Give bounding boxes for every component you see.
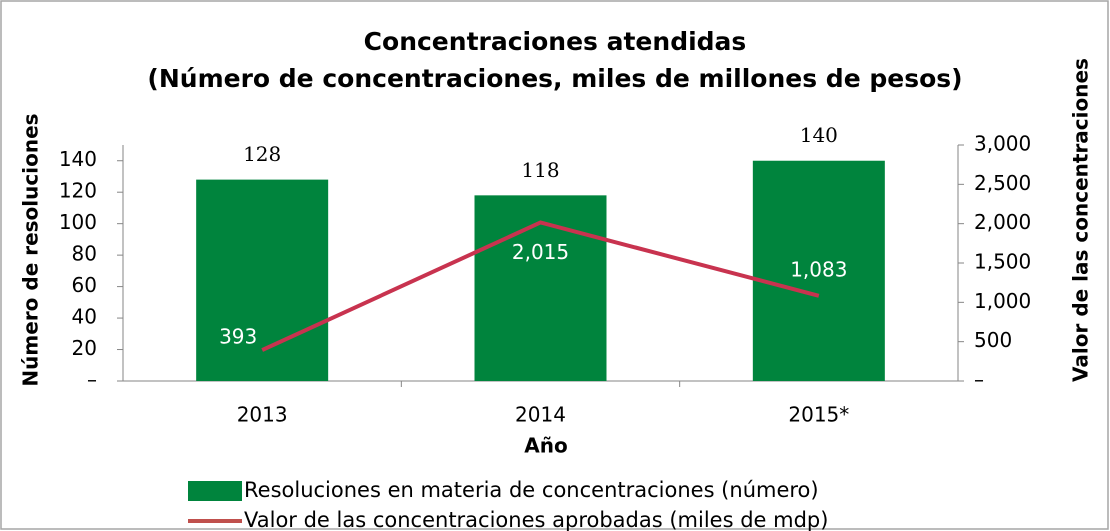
x-tick-label: 2013 — [237, 403, 288, 427]
y2-tick-label: 1,500 — [974, 250, 1031, 274]
y2-tick-label: 500 — [974, 328, 1012, 352]
y-tick-label: 40 — [72, 305, 97, 329]
y-tick-label: 20 — [72, 336, 97, 360]
y2-tick-label: 2,000 — [974, 210, 1031, 234]
y2-axis-title: Valor de las concentraciones — [1069, 58, 1093, 382]
line — [261, 220, 820, 352]
bar-value-label: 128 — [243, 142, 281, 166]
legend-label: Resoluciones en materia de concentracion… — [244, 478, 819, 502]
y-tick-label: 120 — [59, 179, 97, 203]
y-axis-title: Número de resoluciones — [19, 113, 43, 386]
bar — [752, 160, 885, 381]
x-axis-title: Año — [524, 434, 567, 458]
y2-tick-label: 3,000 — [974, 132, 1031, 156]
y-tick-label: 100 — [59, 210, 97, 234]
line-value-label: 1,083 — [790, 257, 847, 281]
y-tick-label: 80 — [72, 242, 97, 266]
y-tick-label: – — [87, 368, 97, 392]
x-tick-label: 2015* — [788, 403, 849, 427]
chart-subtitle: (Número de concentraciones, miles de mil… — [147, 64, 962, 93]
bar-value-label: 118 — [521, 158, 559, 182]
y2-tick-label: 2,500 — [974, 171, 1031, 195]
x-tick-label: 2014 — [515, 403, 566, 427]
line-value-label: 393 — [219, 325, 257, 349]
y-tick-label: 60 — [72, 273, 97, 297]
y2-tick-label: – — [974, 368, 984, 392]
bar — [474, 195, 607, 381]
y-tick-label: 140 — [59, 147, 97, 171]
chart-title: Concentraciones atendidas — [364, 27, 747, 56]
bar — [196, 179, 329, 381]
line-value-label: 2,015 — [512, 240, 569, 264]
legend-label: Valor de las concentraciones aprobadas (… — [244, 508, 828, 531]
bar-value-label: 140 — [800, 123, 838, 147]
legend-swatch — [188, 481, 242, 501]
y2-tick-label: 1,000 — [974, 289, 1031, 313]
